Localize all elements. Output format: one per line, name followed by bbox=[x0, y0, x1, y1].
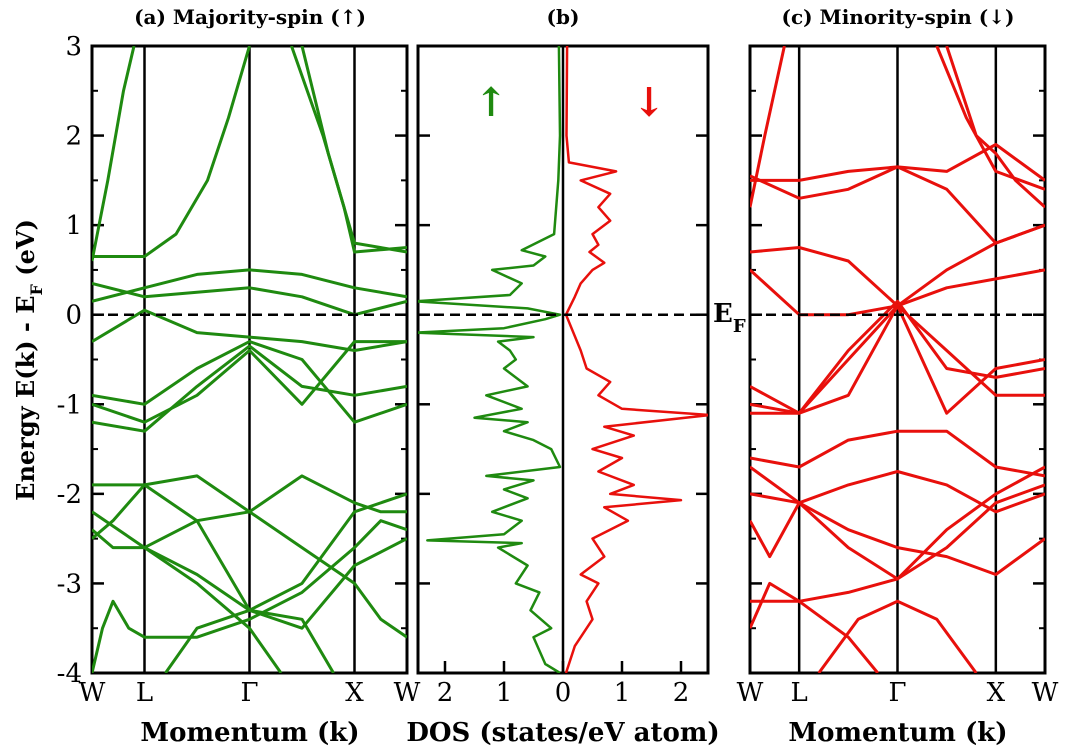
dos-x-tick-label: 1 bbox=[496, 678, 513, 708]
panel-a-band-line bbox=[92, 340, 407, 424]
panel-a-kpoint-label: W bbox=[79, 678, 106, 708]
panel-c-band-line bbox=[750, 470, 1045, 514]
panel-c-band-line bbox=[750, 429, 1045, 478]
panel-a-band-line bbox=[92, 308, 407, 352]
panel-c-kpoint-label: W bbox=[737, 678, 764, 708]
panel-c-band-line bbox=[935, 46, 1045, 191]
dos-x-tick-label: 2 bbox=[437, 678, 454, 708]
panel-a-kpoint-label: W bbox=[394, 678, 421, 708]
y-tick-label: -4 bbox=[57, 659, 82, 689]
panel-c-kpoint-label: X bbox=[987, 678, 1006, 708]
y-axis-label: Energy E(k) - EF (eV) bbox=[11, 219, 46, 501]
fermi-level-label: EF bbox=[713, 299, 746, 337]
panel-a-band-line bbox=[92, 268, 407, 303]
up-arrow: ↑ bbox=[474, 79, 508, 126]
panel-c-kpoint-label: L bbox=[791, 678, 808, 708]
dos-x-tick-label: 2 bbox=[673, 678, 690, 708]
panel-b-x-label: DOS (states/eV atom) bbox=[406, 718, 719, 748]
panel-a-kpoint-label: X bbox=[345, 678, 364, 708]
y-tick-label: -2 bbox=[57, 480, 82, 510]
y-tick-label: -3 bbox=[57, 569, 82, 599]
dos-x-tick-label: 0 bbox=[555, 678, 572, 708]
panel-a-band-line bbox=[143, 546, 283, 673]
panel-c-band-line bbox=[817, 599, 978, 673]
panel-a-band-line bbox=[92, 519, 407, 673]
y-tick-label: 1 bbox=[65, 211, 82, 241]
panel-a-kpoint-label: L bbox=[136, 678, 153, 708]
panel-a-kpoint-label: Γ bbox=[240, 678, 258, 708]
panel-c-x-label: Momentum (k) bbox=[788, 718, 1007, 748]
panel-b-dos: 2 1 0 1 2 bbox=[416, 44, 710, 708]
panel-c-kpoint-label: W bbox=[1032, 678, 1059, 708]
panel-c-kpoint-label: Γ bbox=[888, 678, 906, 708]
panel-a-band-line bbox=[92, 46, 136, 262]
panel-c-band-line bbox=[750, 46, 786, 208]
y-tick-label: 3 bbox=[65, 32, 82, 62]
dos-x-tick-label: 1 bbox=[614, 678, 631, 708]
panel-c-title: (c) Minority-spin (↓) bbox=[781, 5, 1014, 29]
panel-a-band-line bbox=[300, 46, 407, 254]
panel-a-band-line bbox=[164, 608, 335, 673]
panel-c-band-line bbox=[945, 46, 1045, 209]
panel-c-band-line bbox=[750, 143, 1045, 200]
panel-a-title: (a) Majority-spin (↑) bbox=[134, 5, 366, 29]
down-arrow: ↓ bbox=[632, 79, 666, 126]
panel-a-band-line bbox=[92, 344, 407, 433]
dos-curve-majority-spin bbox=[418, 46, 562, 673]
y-tick-label: 2 bbox=[65, 122, 82, 152]
panel-c-band-line bbox=[750, 465, 1045, 581]
panel-a-band-line bbox=[92, 340, 407, 424]
panel-c-band-line bbox=[750, 581, 879, 673]
panel-a-band-line bbox=[92, 474, 407, 639]
y-tick-label: 0 bbox=[65, 301, 82, 331]
panel-a-x-label: Momentum (k) bbox=[140, 718, 359, 748]
dos-curve-minority-spin bbox=[564, 46, 708, 673]
panel-a-band-line bbox=[92, 46, 251, 258]
panel-b-title: (b) bbox=[547, 5, 580, 29]
y-tick-label: -1 bbox=[57, 390, 82, 420]
